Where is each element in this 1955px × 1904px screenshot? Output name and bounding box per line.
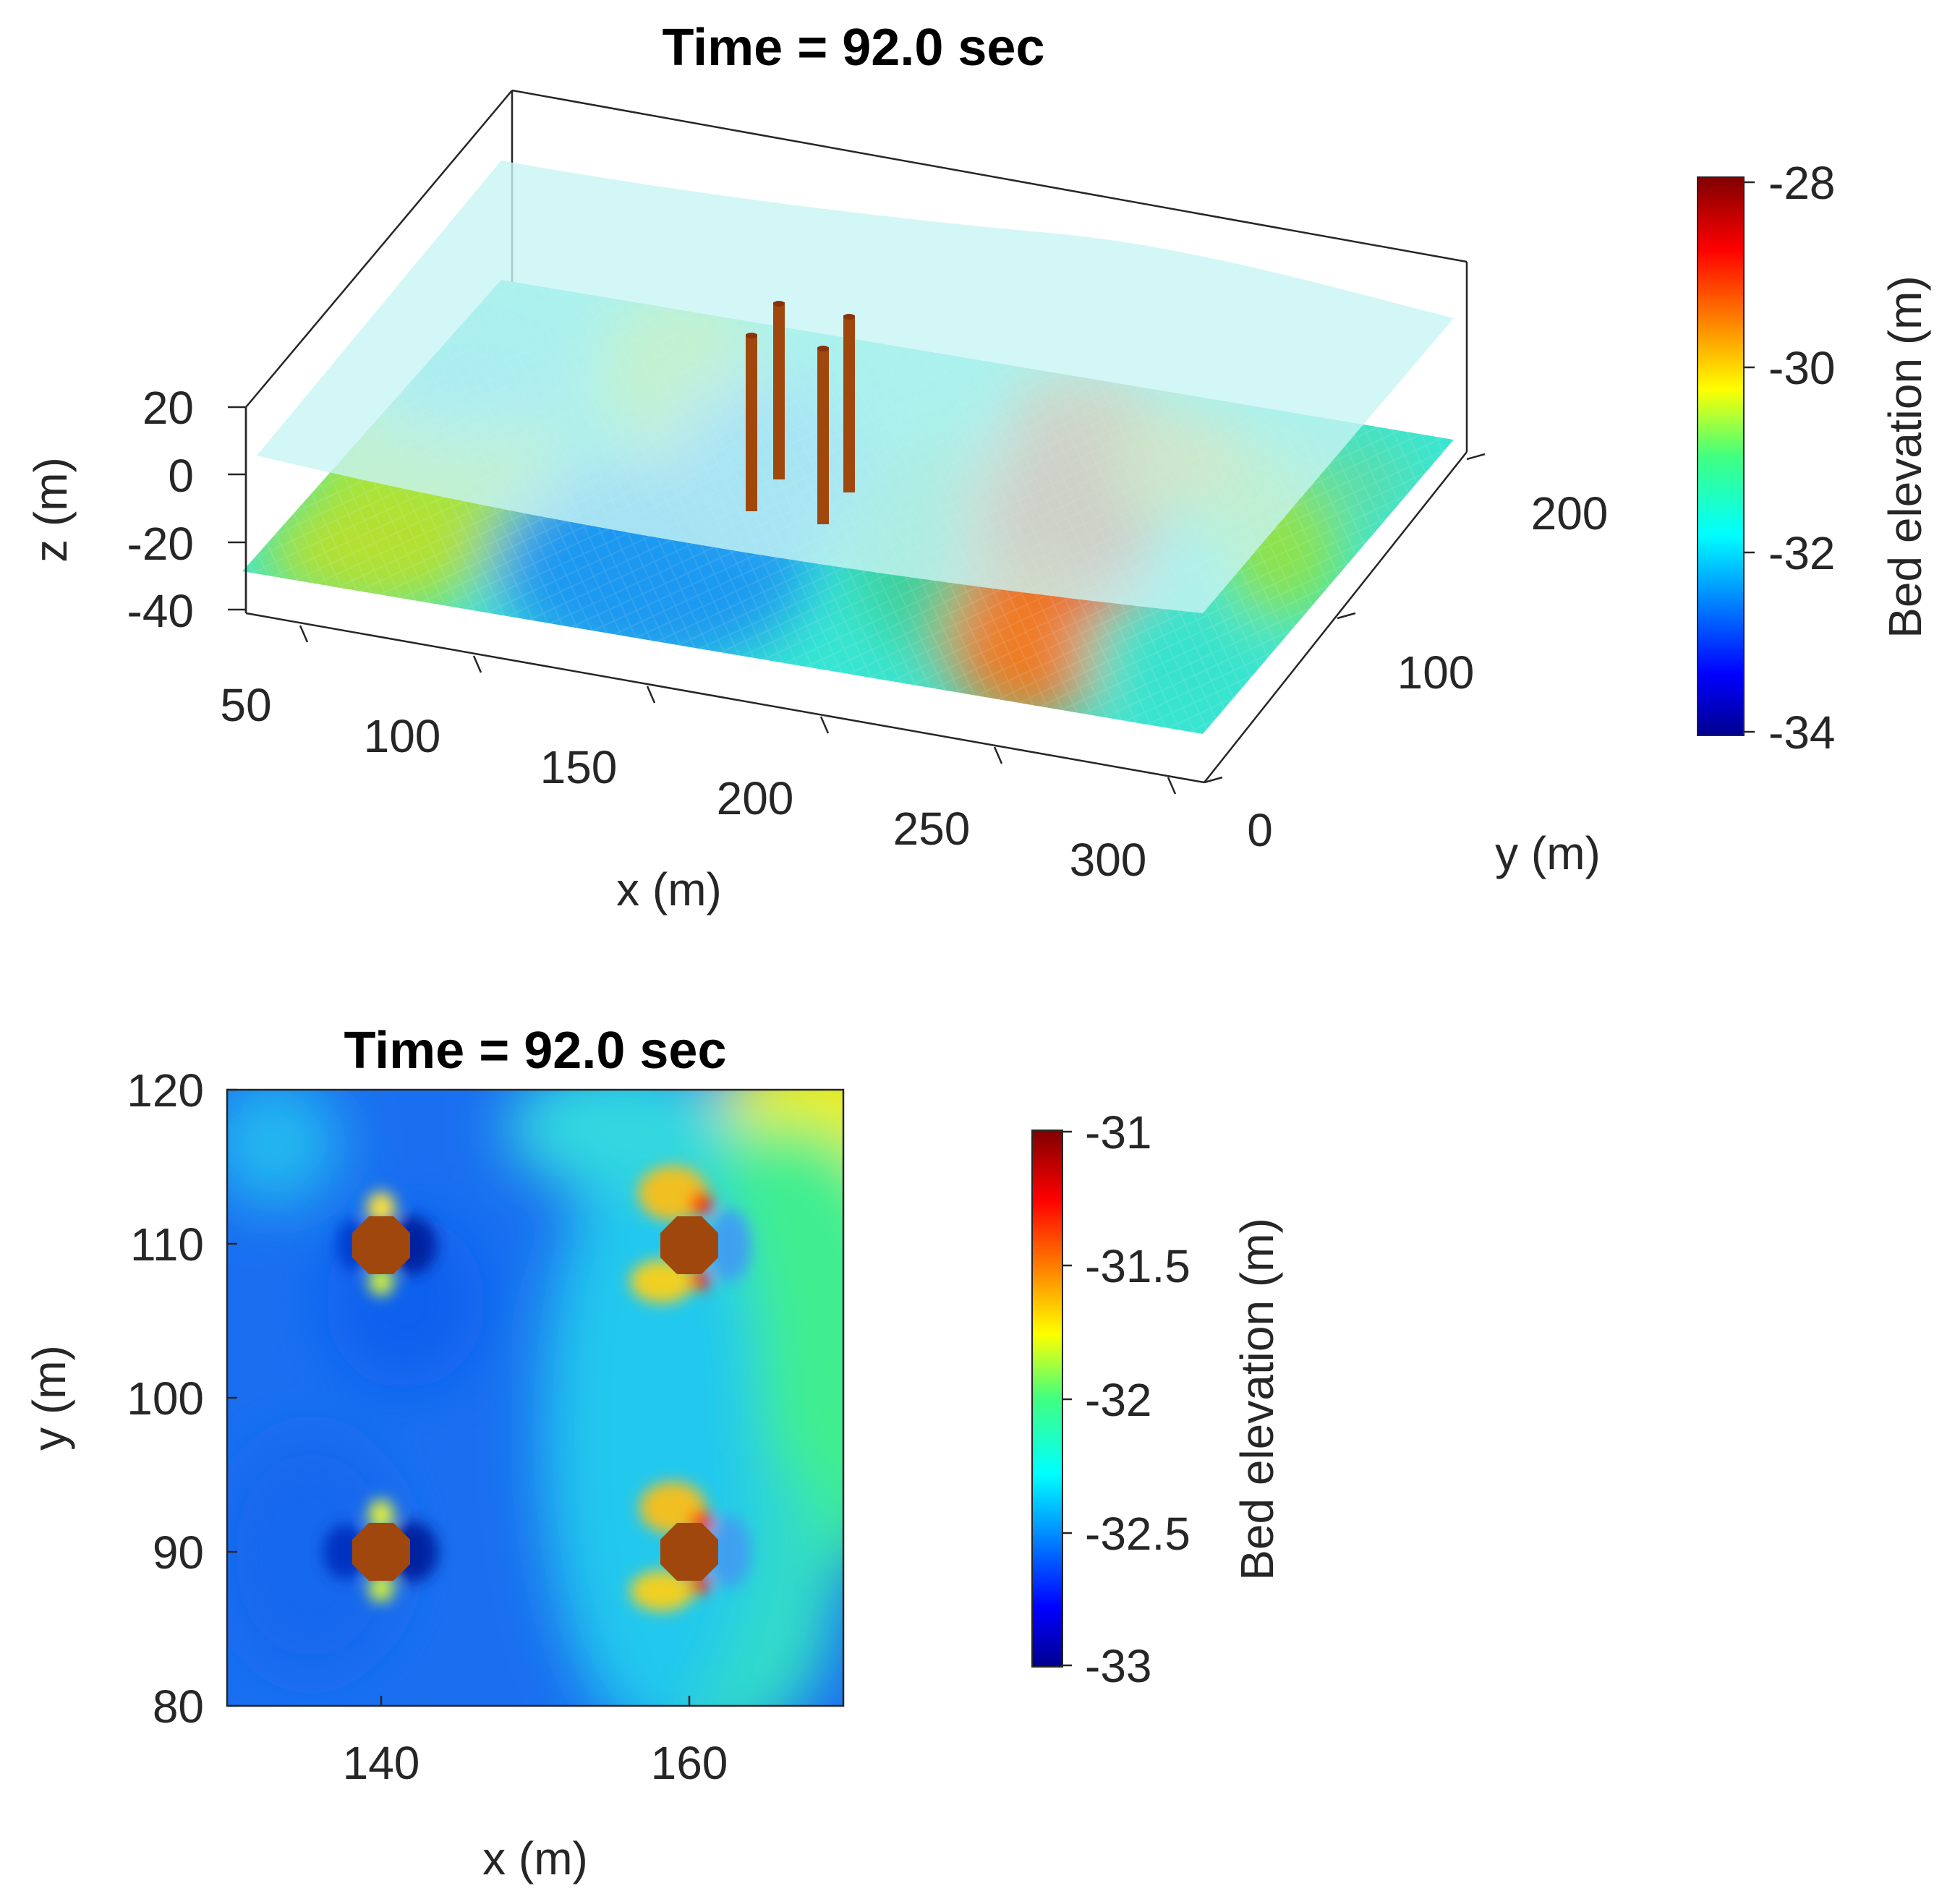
colorbar-label: Bed elevation (m) <box>1879 276 1931 639</box>
map-y-tick-label: 80 <box>153 1681 204 1733</box>
x-axis <box>245 612 1205 795</box>
colorbar-tick-label: -30 <box>1768 342 1836 394</box>
pile-2d <box>660 1523 718 1581</box>
x-tick-label: 200 <box>717 772 794 824</box>
piles-3d <box>746 301 855 524</box>
pile-3d <box>773 301 785 479</box>
x-tick-label: 50 <box>220 679 271 731</box>
map-y-tick-label: 100 <box>127 1372 204 1425</box>
pile-2d <box>352 1216 410 1274</box>
colorbar2-tick-label: -32.5 <box>1085 1508 1191 1560</box>
pile-3d <box>817 346 829 524</box>
colorbar2-tick-label: -32 <box>1085 1374 1152 1426</box>
colorbar2-label: Bed elevation (m) <box>1231 1218 1283 1581</box>
x-tick-label: 250 <box>893 803 971 855</box>
x-tick-label: 150 <box>540 741 618 793</box>
y-tick-label: 100 <box>1397 646 1475 699</box>
water-surface <box>257 161 1454 613</box>
pile-3d <box>843 314 855 492</box>
x-tick-label: 100 <box>364 710 441 762</box>
map-x-axis-label: x (m) <box>482 1832 588 1884</box>
colorbar2-tick-label: -31.5 <box>1085 1240 1191 1292</box>
y-tick-label: 200 <box>1531 487 1609 539</box>
z-tick-label: 0 <box>168 450 194 502</box>
map-x-tick-label: 140 <box>343 1737 420 1789</box>
y-tick-label: 0 <box>1247 804 1273 856</box>
map-y-tick-label: 120 <box>127 1064 204 1117</box>
pile-2d <box>660 1216 718 1274</box>
map-x-tick-label: 160 <box>651 1737 728 1789</box>
chart2-title: Time = 92.0 sec <box>344 1022 726 1080</box>
surface-plot-3d: Time = 92.0 sec <box>25 19 1931 915</box>
colorbar-tick-label: -28 <box>1768 157 1836 209</box>
pile-2d <box>352 1523 410 1581</box>
z-tick-label: 20 <box>142 382 194 434</box>
map-y-axis-label: y (m) <box>23 1345 75 1451</box>
x-axis-label: x (m) <box>616 863 722 915</box>
piles-2d <box>352 1216 718 1581</box>
colorbar-2d: -31 -31.5 -32 -32.5 -33 Bed elevation (m… <box>1031 1106 1283 1692</box>
colorbar-tick-label: -34 <box>1768 706 1836 759</box>
y-axis <box>1204 451 1486 784</box>
bed-elevation-map: Time = 92.0 sec <box>23 1022 1283 1884</box>
chart1-title: Time = 92.0 sec <box>662 19 1044 77</box>
map-y-tick-label: 110 <box>130 1218 204 1271</box>
map-y-tick-label: 90 <box>153 1527 204 1579</box>
colorbar2-tick-label: -33 <box>1085 1640 1152 1692</box>
colorbar2-tick-label: -31 <box>1085 1106 1152 1158</box>
colorbar-tick-label: -32 <box>1768 527 1836 579</box>
pile-3d <box>746 333 757 511</box>
z-axis <box>228 406 247 613</box>
z-axis-label: z (m) <box>25 457 77 563</box>
y-axis-label: y (m) <box>1495 827 1601 879</box>
colorbar-3d: -28 -30 -32 -34 Bed elevation (m) <box>1697 157 1931 759</box>
x-tick-label: 300 <box>1070 834 1147 886</box>
z-tick-label: -20 <box>127 518 195 570</box>
z-tick-label: -40 <box>127 585 195 637</box>
